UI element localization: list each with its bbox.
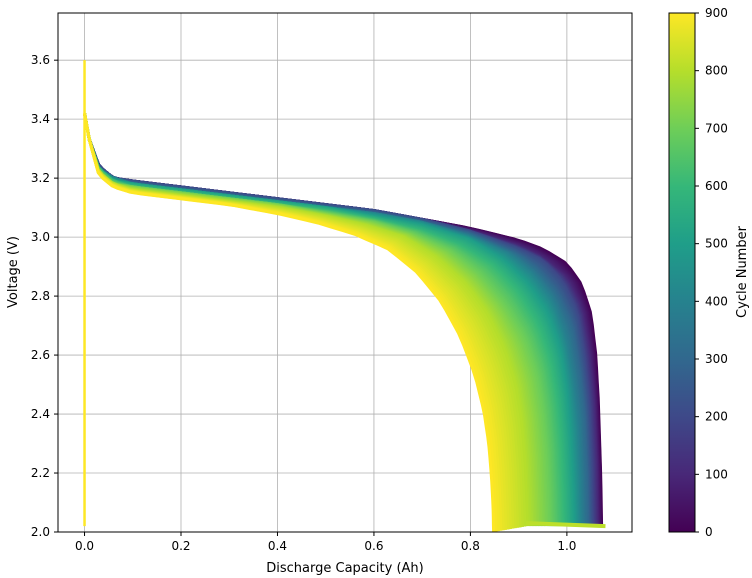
colorbar-tick-label: 500 bbox=[705, 237, 728, 251]
colorbar-ticks: 0 100 200 300 400 500 600 700 800 900 bbox=[695, 6, 728, 539]
y-tick-label: 2.2 bbox=[31, 466, 50, 480]
colorbar bbox=[668, 12, 696, 533]
colorbar-tick-label: 600 bbox=[705, 179, 728, 193]
series-line bbox=[83, 113, 498, 532]
series-tail bbox=[525, 521, 606, 529]
series-line bbox=[83, 113, 496, 532]
series-line bbox=[83, 113, 515, 529]
plot-frame bbox=[57, 12, 633, 533]
y-tick-label: 3.6 bbox=[31, 53, 50, 67]
y-axis-label: Voltage (V) bbox=[6, 236, 21, 308]
x-tick-label: 1.0 bbox=[557, 539, 576, 553]
y-tick-label: 2.6 bbox=[31, 348, 50, 362]
series-layer bbox=[83, 60, 606, 532]
series-line bbox=[83, 113, 503, 531]
y-tick-label: 3.0 bbox=[31, 230, 50, 244]
colorbar-tick-label: 100 bbox=[705, 467, 728, 481]
y-tick-label: 3.4 bbox=[31, 112, 50, 126]
colorbar-label: Cycle Number bbox=[735, 225, 750, 318]
colorbar-tick-label: 300 bbox=[705, 352, 728, 366]
x-tick-label: 0.0 bbox=[75, 539, 94, 553]
x-tick-label: 0.6 bbox=[364, 539, 383, 553]
y-tick-label: 3.2 bbox=[31, 171, 50, 185]
colorbar-tick-label: 400 bbox=[705, 294, 728, 308]
series-line bbox=[83, 113, 510, 530]
y-tick-label: 2.4 bbox=[31, 407, 50, 421]
y-tick-label: 2.0 bbox=[31, 525, 50, 539]
series-line bbox=[83, 113, 505, 531]
x-tick-label: 0.8 bbox=[461, 539, 480, 553]
colorbar-tick-label: 0 bbox=[705, 525, 713, 539]
x-tick-label: 0.2 bbox=[171, 539, 190, 553]
colorbar-tick-label: 700 bbox=[705, 121, 728, 135]
x-ticks: 0.0 0.2 0.4 0.6 0.8 1.0 bbox=[75, 532, 576, 553]
x-axis-label: Discharge Capacity (Ah) bbox=[266, 561, 423, 576]
series-line bbox=[83, 113, 508, 530]
colorbar-tick-label: 800 bbox=[705, 64, 728, 78]
series-line bbox=[83, 113, 512, 530]
y-tick-label: 2.8 bbox=[31, 289, 50, 303]
series-line bbox=[83, 113, 500, 532]
colorbar-tick-label: 900 bbox=[705, 6, 728, 20]
y-ticks: 2.0 2.2 2.4 2.6 2.8 3.0 3.2 3.4 3.6 bbox=[31, 53, 58, 539]
x-tick-label: 0.4 bbox=[268, 539, 287, 553]
colorbar-tick-label: 200 bbox=[705, 410, 728, 424]
